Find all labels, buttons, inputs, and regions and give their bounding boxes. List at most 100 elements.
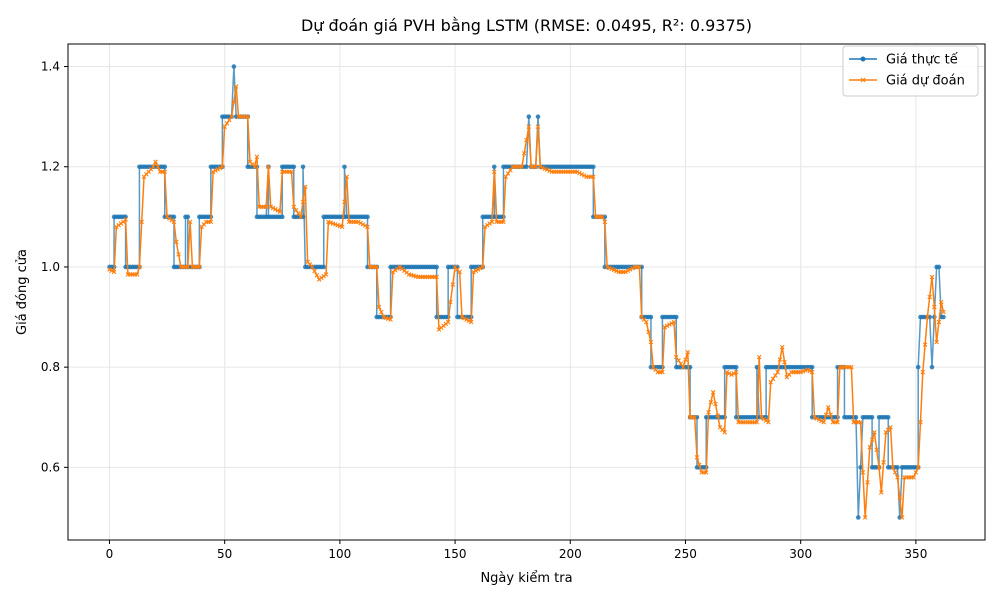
data-point-predicted [779,344,785,350]
data-point-predicted [273,207,278,212]
data-point-predicted [770,376,776,382]
data-point-predicted [450,282,456,287]
data-point-predicted [697,462,702,468]
data-point-predicted [503,174,509,180]
data-point-predicted [254,154,260,160]
data-point-actual [733,364,739,370]
data-point-predicted [217,165,223,171]
y-axis: 0.6 0.8 1.0 1.2 1.4 [41,60,68,474]
data-point-predicted [630,265,635,271]
series-actual [107,64,946,520]
data-point-predicted [208,219,214,225]
data-point-predicted [713,401,718,407]
data-point-predicted [667,322,672,327]
data-point-predicted [671,319,677,325]
data-point-predicted [821,419,827,425]
data-point-actual [291,164,297,170]
data-point-predicted [918,419,923,425]
data-point-predicted [457,269,462,275]
data-point-predicted [879,490,884,495]
data-point-predicted [376,304,382,310]
data-point-predicted [508,167,513,173]
data-point-predicted [374,264,380,270]
data-point-actual [853,414,859,420]
data-point-predicted [733,369,739,375]
data-point-predicted [888,424,893,430]
data-point-predicted [252,164,257,170]
data-point-predicted [731,371,737,376]
legend-marker-actual [860,56,866,62]
data-point-predicted [245,114,251,119]
y-tick-label: 1.2 [41,160,60,174]
data-point-predicted [865,480,870,485]
data-point-predicted [823,412,829,418]
data-point-actual [754,364,760,370]
series-layer [107,64,946,520]
data-point-actual [342,164,347,170]
data-point-predicted [300,199,306,205]
data-point-predicted [153,159,158,165]
data-point-actual [491,164,497,170]
legend-label-actual: Giá thực tế [886,53,958,68]
data-point-predicted [849,364,854,370]
data-point-predicted [379,309,384,315]
data-point-predicted [266,164,271,170]
y-tick-label: 1.4 [41,60,60,74]
data-point-predicted [710,389,716,395]
data-point-actual [895,465,900,470]
data-point-predicted [213,168,218,173]
data-point-predicted [579,171,585,177]
data-point-predicted [111,269,117,275]
data-point-predicted [342,199,347,205]
series-predicted [107,84,946,520]
data-point-predicted [139,219,145,225]
data-point-predicted [524,137,529,143]
data-point-predicted [932,304,937,310]
data-point-predicted [694,455,700,460]
data-point-predicted [581,173,587,178]
data-point-predicted [602,219,608,225]
data-point-predicted [895,475,900,480]
data-point-actual [591,164,596,170]
data-point-predicted [220,164,225,170]
data-point-actual [858,465,863,470]
data-point-predicted [275,208,280,213]
data-point-predicted [876,465,882,470]
data-point-predicted [722,429,727,435]
data-point-predicted [867,445,873,450]
data-point-predicted [365,224,370,230]
data-point-predicted [293,207,299,213]
x-tick-label: 150 [444,547,467,561]
x-axis: 0 50 100 150 200 250 300 350 [106,540,927,561]
data-point-predicted [577,170,582,176]
data-point-predicted [938,299,944,305]
data-point-predicted [459,314,465,320]
data-point-predicted [692,414,697,420]
data-point-predicted [489,219,495,225]
data-point-predicted [627,267,633,272]
data-point-predicted [915,465,921,470]
data-point-predicted [768,379,774,385]
data-point-predicted [920,369,926,375]
data-point-predicted [591,174,596,180]
data-point-predicted [185,264,191,270]
data-point-predicted [664,323,670,329]
data-point-predicted [925,314,930,320]
data-point-predicted [270,205,276,211]
data-point-predicted [312,268,317,274]
data-point-predicted [623,269,628,275]
data-point-predicted [892,470,898,475]
data-point-predicted [600,214,605,220]
data-point-predicted [466,318,472,324]
data-point-predicted [107,267,112,272]
data-point-predicted [814,416,820,421]
data-point-actual [936,264,942,270]
data-point-predicted [296,211,301,216]
data-point-predicted [683,357,688,362]
data-point-actual [321,264,327,270]
data-point-actual [941,314,946,320]
data-point-predicted [773,373,778,378]
data-point-predicted [521,151,527,156]
x-tick-label: 0 [106,547,114,561]
data-point-actual [171,214,177,220]
